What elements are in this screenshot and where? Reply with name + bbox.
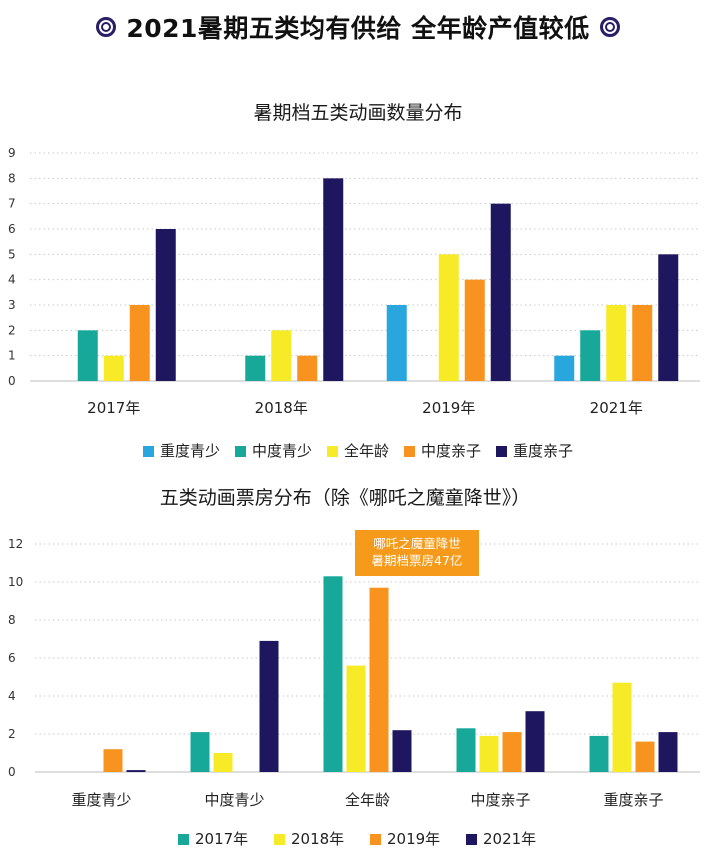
legend-label: 2021年 <box>483 830 536 848</box>
y-tick-label: 0 <box>8 374 16 388</box>
bar-2021年-中度亲子 <box>525 711 545 772</box>
bar-全年龄-2021年 <box>606 305 627 381</box>
bar-2017年-中度青少 <box>190 732 210 772</box>
bar-全年龄-2017年 <box>103 355 124 381</box>
bar-2017年-中度亲子 <box>456 728 476 772</box>
y-tick-label: 8 <box>8 171 16 185</box>
annotation-text: 暑期档票房47亿 <box>372 553 463 568</box>
bar-中度亲子-2019年 <box>464 279 485 381</box>
legend-swatch <box>274 834 285 845</box>
bar-2019年-中度亲子 <box>502 732 522 772</box>
bar-2021年-全年龄 <box>392 730 412 772</box>
annotation-text: 哪吒之魔童降世 <box>373 536 461 551</box>
bar-2019年-重度亲子 <box>635 741 655 772</box>
bar-中度青少-2018年 <box>245 355 266 381</box>
y-tick-label: 0 <box>8 765 16 779</box>
bar-2021年-中度青少 <box>259 640 279 772</box>
legend-label: 全年龄 <box>344 442 389 460</box>
bar-中度青少-2021年 <box>580 330 601 381</box>
bar-中度亲子-2017年 <box>129 305 150 381</box>
y-tick-label: 12 <box>8 537 23 551</box>
x-tick-label: 中度青少 <box>204 791 264 809</box>
bar-2018年-重度亲子 <box>612 682 632 772</box>
box-office-distribution-chart: 五类动画票房分布（除《哪吒之魔童降世》） 0 2 4 6 8 10 12 重度青少 中度青少 全年龄… <box>8 487 700 848</box>
legend-label: 重度亲子 <box>513 442 573 460</box>
x-tick-label: 2019年 <box>422 399 475 417</box>
page-title: 2021暑期五类均有供给 全年龄产值较低 <box>126 14 590 43</box>
y-tick-label: 2 <box>8 727 16 741</box>
legend-swatch <box>143 446 154 457</box>
x-tick-label: 2021年 <box>590 399 643 417</box>
legend-label: 2019年 <box>387 830 440 848</box>
y-tick-label: 6 <box>8 222 16 236</box>
chart-title: 暑期档五类动画数量分布 <box>253 102 462 124</box>
x-tick-label: 全年龄 <box>345 791 390 809</box>
x-tick-label: 2017年 <box>87 399 140 417</box>
bar-2017年-全年龄 <box>323 576 343 772</box>
bar-全年龄-2018年 <box>271 330 292 381</box>
legend-swatch <box>178 834 189 845</box>
ring-icon <box>599 17 620 37</box>
chart-title: 五类动画票房分布（除《哪吒之魔童降世》） <box>160 487 531 509</box>
legend-label: 2017年 <box>195 830 248 848</box>
bar-2019年-全年龄 <box>369 587 389 772</box>
count-distribution-chart: 暑期档五类动画数量分布 0 1 2 3 4 5 6 7 8 9 2017年 2018年 2019年 2021… <box>8 102 700 460</box>
annotation-box <box>355 530 479 576</box>
y-tick-label: 1 <box>8 349 16 363</box>
x-tick-label: 重度亲子 <box>603 791 663 809</box>
y-tick-label: 6 <box>8 651 16 665</box>
legend-swatch <box>404 446 415 457</box>
bar-2018年-中度亲子 <box>479 735 499 772</box>
legend-swatch <box>370 834 381 845</box>
y-tick-label: 7 <box>8 197 16 211</box>
bar-重度亲子-2021年 <box>658 254 679 381</box>
bar-重度亲子-2018年 <box>323 178 344 381</box>
legend-swatch <box>496 446 507 457</box>
y-tick-label: 9 <box>8 146 16 160</box>
bar-重度青少-2019年 <box>386 305 407 381</box>
y-tick-label: 4 <box>8 273 16 287</box>
bar-2018年-中度青少 <box>213 753 233 772</box>
bar-重度青少-2021年 <box>554 355 575 381</box>
bar-重度亲子-2017年 <box>155 229 176 381</box>
legend-label: 中度亲子 <box>421 442 481 460</box>
page-header: 2021暑期五类均有供给 全年龄产值较低 <box>0 0 716 54</box>
legend-swatch <box>466 834 477 845</box>
x-tick-label: 2018年 <box>255 399 308 417</box>
bar-2021年-重度青少 <box>126 770 146 772</box>
bar-2019年-重度青少 <box>103 749 123 772</box>
ring-icon <box>96 17 117 37</box>
bar-重度亲子-2019年 <box>490 203 511 381</box>
x-tick-label: 重度青少 <box>71 791 131 809</box>
bar-2017年-重度亲子 <box>589 735 609 772</box>
bar-中度亲子-2018年 <box>297 355 318 381</box>
y-tick-label: 10 <box>8 575 23 589</box>
y-tick-label: 5 <box>8 247 16 261</box>
legend-swatch <box>235 446 246 457</box>
legend-swatch <box>327 446 338 457</box>
y-tick-label: 3 <box>8 298 16 312</box>
y-tick-label: 2 <box>8 323 16 337</box>
legend-label: 中度青少 <box>252 442 312 460</box>
bar-2018年-全年龄 <box>346 665 366 772</box>
bar-中度亲子-2021年 <box>632 305 653 381</box>
y-tick-label: 4 <box>8 689 16 703</box>
x-tick-label: 中度亲子 <box>470 791 530 809</box>
legend-label: 重度青少 <box>160 442 220 460</box>
bar-2021年-重度亲子 <box>658 732 678 772</box>
bar-全年龄-2019年 <box>438 254 459 381</box>
bar-中度青少-2017年 <box>77 330 98 381</box>
legend-label: 2018年 <box>291 830 344 848</box>
y-tick-label: 8 <box>8 613 16 627</box>
